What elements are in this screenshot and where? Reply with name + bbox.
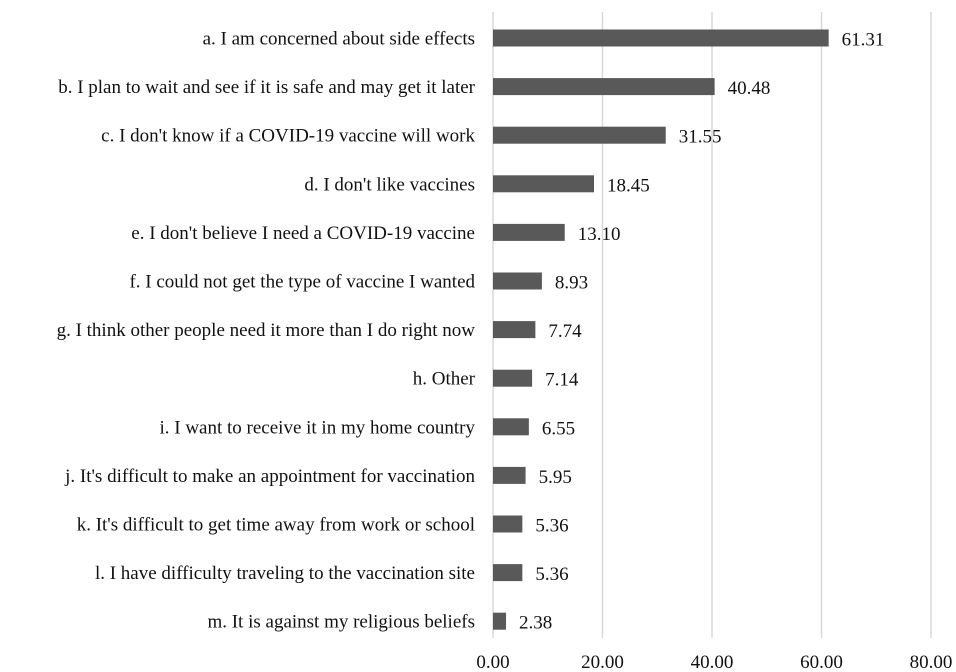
- x-axis-tick-labels: 0.00 20.00 40.00 60.00 80.00: [476, 652, 952, 672]
- bar: [493, 369, 533, 387]
- bar: [493, 418, 529, 436]
- bar: [493, 126, 666, 144]
- data-label: 5.95: [539, 467, 572, 488]
- category-label: m. It is against my religious beliefs: [207, 612, 475, 633]
- category-label: a. I am concerned about side effects: [203, 29, 475, 50]
- bar: [493, 515, 523, 533]
- x-tick-label: 40.00: [691, 652, 734, 672]
- x-tick-label: 20.00: [581, 652, 624, 672]
- data-label: 8.93: [555, 273, 588, 294]
- data-label: 13.10: [578, 224, 621, 245]
- value-labels: 61.31 40.48 31.55 18.45 13.10 8.93 7.74 7.14 6.5…: [519, 30, 884, 634]
- bar: [493, 321, 536, 339]
- x-tick-label: 80.00: [910, 652, 953, 672]
- category-label: h. Other: [413, 369, 476, 390]
- bar: [493, 78, 715, 96]
- x-tick-label: 0.00: [476, 652, 509, 672]
- data-label: 18.45: [607, 175, 650, 196]
- data-label: 6.55: [542, 418, 575, 439]
- bar: [493, 564, 523, 582]
- bar: [493, 29, 829, 47]
- bar: [493, 223, 565, 241]
- bar: [493, 466, 526, 484]
- category-label: d. I don't like vaccines: [304, 174, 475, 195]
- category-label: i. I want to receive it in my home count…: [159, 417, 475, 438]
- data-label: 61.31: [842, 30, 885, 51]
- category-label: b. I plan to wait and see if it is safe …: [58, 77, 475, 98]
- category-label: j. It's difficult to make an appointment…: [64, 466, 475, 487]
- data-label: 7.14: [545, 370, 579, 391]
- bar: [493, 612, 507, 630]
- grid-lines: [492, 12, 932, 638]
- category-label: e. I don't believe I need a COVID-19 vac…: [131, 223, 475, 244]
- data-label: 5.36: [535, 516, 568, 537]
- category-labels: a. I am concerned about side effects b. I…: [57, 29, 476, 633]
- data-label: 40.48: [728, 78, 771, 99]
- category-label: k. It's difficult to get time away from …: [77, 515, 475, 536]
- bar: [493, 272, 542, 290]
- category-label: f. I could not get the type of vaccine I…: [129, 272, 475, 293]
- data-label: 7.74: [548, 321, 582, 342]
- x-tick-label: 60.00: [800, 652, 843, 672]
- category-label: g. I think other people need it more tha…: [57, 320, 476, 341]
- data-label: 5.36: [535, 564, 568, 585]
- bars: [493, 29, 829, 630]
- category-label: l. I have difficulty traveling to the va…: [95, 563, 475, 584]
- category-label: c. I don't know if a COVID-19 vaccine wi…: [101, 126, 475, 147]
- data-label: 31.55: [679, 127, 722, 148]
- bar: [493, 175, 595, 193]
- data-label: 2.38: [519, 613, 552, 634]
